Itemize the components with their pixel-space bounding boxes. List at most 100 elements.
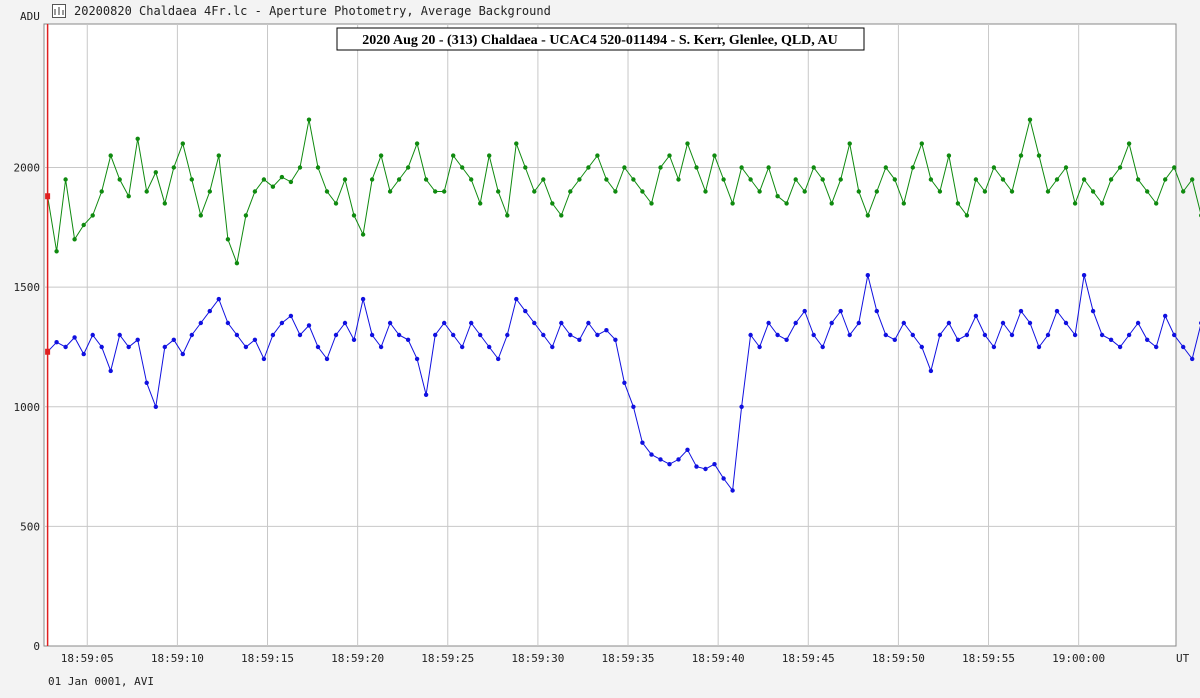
data-point-comparison [928, 177, 934, 182]
data-point-comparison [901, 201, 906, 206]
data-point-target [622, 380, 627, 385]
data-point-target [369, 332, 375, 338]
data-point-comparison [288, 179, 294, 185]
data-point-target [703, 466, 708, 472]
data-point-target [1181, 344, 1186, 350]
data-point-target [964, 332, 970, 338]
data-point-comparison [243, 213, 249, 218]
x-axis-label: UT [1176, 652, 1190, 665]
data-point-comparison [919, 141, 924, 146]
data-point-comparison [117, 177, 122, 182]
data-point-target [117, 332, 122, 338]
data-point-target [478, 332, 483, 338]
data-point-comparison [234, 261, 240, 266]
data-point-target [730, 488, 735, 493]
data-point-comparison [937, 189, 943, 194]
data-point-target [874, 308, 879, 314]
data-point-comparison [820, 177, 825, 182]
data-point-target [694, 464, 699, 469]
data-point-target [937, 332, 943, 338]
data-point-comparison [478, 201, 483, 206]
data-point-comparison [108, 153, 113, 158]
data-point-comparison [1090, 189, 1096, 194]
data-point-target [234, 332, 240, 338]
data-point-comparison [1000, 177, 1006, 182]
data-point-comparison [162, 201, 167, 206]
data-point-target [414, 356, 420, 362]
data-point-target [595, 332, 600, 338]
data-point-target [442, 320, 447, 326]
data-point-comparison [144, 189, 149, 194]
data-point-comparison [189, 177, 194, 182]
y-tick-label: 500 [20, 520, 40, 533]
data-point-target [216, 296, 221, 302]
data-point-comparison [1135, 177, 1141, 182]
data-point-target [288, 313, 294, 319]
data-point-target [658, 457, 663, 462]
data-point-target [387, 320, 393, 326]
data-point-target [541, 332, 546, 338]
data-point-comparison [730, 201, 735, 206]
data-point-comparison [982, 189, 988, 194]
data-point-comparison [541, 177, 546, 182]
data-point-target [81, 351, 86, 357]
data-point-target [1117, 344, 1123, 350]
data-point-comparison [532, 189, 537, 194]
data-point-target [63, 344, 68, 350]
x-axis-tick-labels: 18:59:05 18:59:10 18:59:15 18:59:20 18:59:25… [61, 652, 1105, 665]
data-point-comparison [396, 177, 402, 182]
data-point-target [775, 332, 780, 338]
data-point-comparison [838, 177, 843, 182]
x-tick-label: 18:59:25 [421, 652, 474, 665]
data-point-comparison [1154, 201, 1159, 206]
y-tick-label: 1500 [14, 281, 41, 294]
data-series [45, 117, 1200, 493]
data-point-comparison [892, 177, 897, 182]
data-point-target [342, 320, 348, 326]
data-point-comparison [387, 189, 393, 194]
data-point-comparison [63, 177, 68, 182]
data-point-comparison [613, 189, 618, 194]
data-point-comparison [721, 177, 726, 182]
data-point-comparison [126, 194, 131, 199]
data-point-comparison [811, 165, 816, 170]
data-point-target [1145, 337, 1150, 342]
data-point-comparison [568, 189, 573, 194]
data-point-target [1081, 273, 1087, 278]
data-point-comparison [847, 141, 852, 146]
x-tick-label: 18:59:50 [872, 652, 925, 665]
data-point-comparison [216, 153, 221, 158]
data-point-target [802, 308, 807, 314]
data-point-target [153, 404, 158, 409]
data-point-comparison [225, 237, 231, 242]
data-point-comparison [586, 165, 591, 170]
data-point-target [243, 344, 249, 350]
data-point-comparison [640, 189, 645, 194]
data-point-target [550, 344, 555, 350]
data-point-target [144, 380, 149, 385]
data-point-target [523, 308, 528, 314]
data-point-target [297, 332, 303, 338]
data-point-target [108, 368, 113, 374]
data-point-comparison [54, 249, 59, 254]
series-line-comparison [47, 119, 1200, 266]
data-point-target [1072, 332, 1078, 338]
data-point-target [856, 320, 861, 326]
data-point-target [829, 320, 834, 326]
y-tick-label: 0 [33, 640, 40, 653]
data-point-target [1000, 320, 1006, 326]
data-point-comparison [1027, 117, 1033, 122]
data-point-target [99, 344, 104, 350]
data-point-target [604, 328, 609, 333]
data-point-target [559, 320, 564, 326]
plot-area[interactable] [43, 23, 1177, 647]
data-point-comparison [514, 141, 519, 146]
data-point-target [496, 356, 501, 362]
data-point-comparison [739, 165, 744, 170]
data-point-comparison [469, 177, 474, 182]
data-point-comparison [279, 174, 285, 180]
data-point-comparison [360, 232, 366, 237]
data-point-target [892, 337, 897, 342]
